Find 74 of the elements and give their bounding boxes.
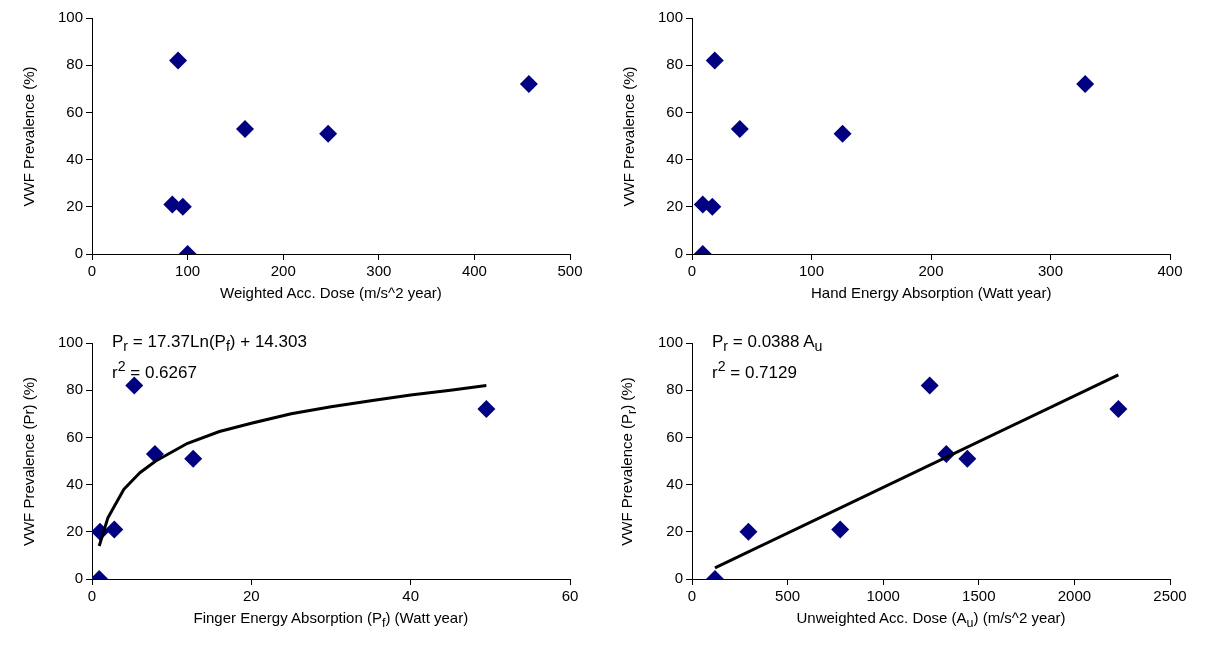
y-tick-label: 100 (58, 333, 84, 351)
y-tick-label: 20 (66, 196, 84, 214)
y-tick-label: 60 (666, 427, 684, 445)
x-tick-label: 0 (687, 262, 697, 280)
y-tick-label: 40 (666, 149, 684, 167)
x-tick-label: 400 (461, 262, 487, 280)
x-axis-title: Unweighted Acc. Dose (A$_{u}$) (m/s^2 year) (796, 609, 1066, 630)
annotation: P$_{r}$ = 0.0388 A$_{u}$ (712, 331, 823, 357)
y-tick-label: 60 (66, 102, 84, 120)
x-tick-label: 0 (687, 587, 697, 605)
x-tick-label: 60 (561, 587, 579, 605)
x-axis-title: Finger Energy Absorption (P$_{f}$) (Watt year) (193, 609, 469, 630)
y-tick-label: 80 (66, 380, 84, 398)
x-tick-label: 500 (557, 262, 583, 280)
x-tick-label: 200 (918, 262, 944, 280)
point (519, 75, 538, 94)
point (125, 376, 144, 395)
y-tick-label: 100 (658, 333, 684, 351)
point (319, 124, 338, 143)
y-tick-label: 80 (66, 55, 84, 73)
x-tick-label: 400 (1157, 262, 1183, 280)
y-tick-label: 60 (66, 427, 84, 445)
y-tick-label: 0 (74, 569, 84, 587)
y-tick-label: 60 (666, 102, 684, 120)
point (477, 400, 496, 419)
x-tick-label: 1500 (962, 587, 996, 605)
x-tick-label: 100 (799, 262, 825, 280)
y-axis-title: VWF Prevalence (%) (19, 65, 37, 207)
x-tick-label: 300 (1037, 262, 1064, 280)
point (958, 449, 977, 468)
y-axis-title: VWF Prevalence (Pr) (%) (19, 376, 37, 546)
y-tick-label: 100 (58, 8, 84, 26)
y-tick-label: 100 (658, 8, 684, 26)
point (739, 522, 758, 541)
x-tick-label: 500 (775, 587, 801, 605)
x-tick-label: 200 (270, 262, 296, 280)
y-tick-label: 20 (66, 521, 84, 539)
x-tick-label: 100 (175, 262, 201, 280)
x-tick-label: 20 (243, 587, 260, 605)
x-tick-label: 0 (87, 262, 97, 280)
y-tick-label: 0 (674, 244, 684, 262)
y-axis-title: VWF Prevalence (%) (619, 65, 637, 207)
x-tick-label: 1000 (866, 587, 900, 605)
x-tick-label: 300 (366, 262, 392, 280)
point (1076, 75, 1095, 94)
point (105, 520, 124, 539)
x-tick-label: 0 (87, 587, 97, 605)
point (169, 51, 188, 70)
x-axis-title: Weighted Acc. Dose (m/s^2 year) (220, 284, 442, 301)
y-tick-label: 80 (666, 55, 684, 73)
point (235, 119, 254, 138)
point (833, 124, 852, 143)
x-axis-title: Hand Energy Absorption (Watt year) (811, 284, 1052, 301)
point (184, 449, 203, 468)
y-tick-label: 80 (666, 380, 684, 398)
x-tick-label: 40 (402, 587, 420, 605)
point (920, 376, 939, 395)
point (705, 51, 724, 70)
point (730, 119, 749, 138)
point (831, 520, 850, 539)
x-tick-label: 2000 (1057, 587, 1092, 605)
y-tick-label: 40 (66, 149, 84, 167)
x-tick-label: 2500 (1153, 587, 1187, 605)
y-tick-label: 20 (666, 196, 684, 214)
point (1109, 400, 1128, 419)
y-tick-label: 0 (74, 244, 84, 262)
y-tick-label: 0 (674, 569, 684, 587)
y-tick-label: 20 (666, 521, 684, 539)
y-tick-label: 40 (666, 474, 684, 492)
annotation: r$^{2}$ = 0.6267 (112, 357, 197, 384)
point (145, 444, 164, 463)
y-tick-label: 40 (66, 474, 84, 492)
annotation: P$_{r}$ = 17.37Ln(P$_{f}$) + 14.303 (112, 331, 307, 357)
annotation: r$^{2}$ = 0.7129 (712, 357, 797, 384)
